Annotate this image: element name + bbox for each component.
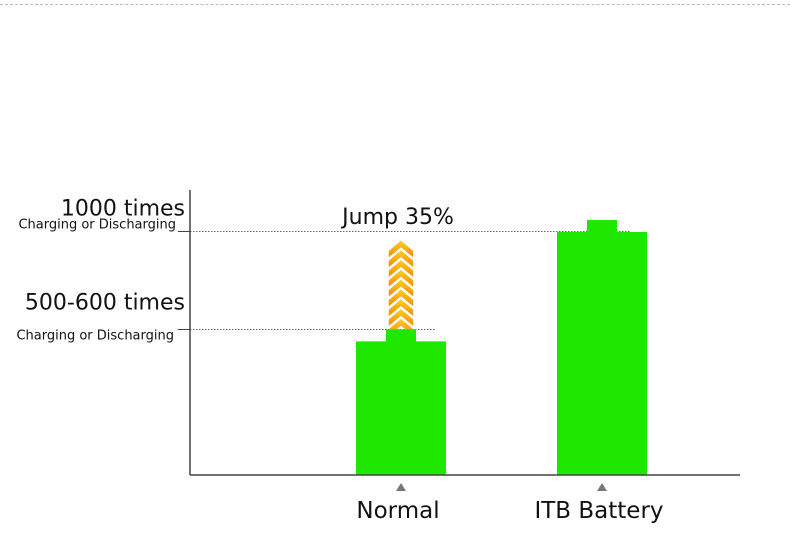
jump-arrow (388, 240, 414, 336)
chevron-up-icon (388, 270, 414, 287)
bar-cap-0 (386, 329, 416, 343)
y-level-sublabel-0: Charging or Discharging (16, 329, 174, 344)
bar-normal (356, 341, 446, 475)
chevron-up-icon (388, 289, 414, 307)
chevron-up-icon (388, 240, 414, 258)
bar-cap-1 (587, 220, 617, 233)
chevron-up-icon (388, 299, 414, 317)
category-label-1: ITB Battery (534, 498, 663, 524)
chevron-up-icon (388, 260, 414, 278)
chevron-up-icon (388, 309, 414, 327)
y-level-label-0: 500-600 times (25, 291, 185, 316)
jump-annotation: Jump 35% (340, 205, 454, 230)
y-level-label-1: 1000 times (61, 197, 185, 222)
category-label-0: Normal (356, 498, 439, 524)
top-dashed-border (0, 4, 790, 5)
bar-itb-battery (557, 232, 647, 475)
chevron-up-icon (388, 279, 414, 297)
y-level-sublabel-1: Charging or Discharging (18, 218, 176, 233)
category-marker-icon-0 (396, 483, 406, 491)
bars (356, 220, 647, 475)
axes (189, 190, 740, 476)
chevron-up-icon (388, 250, 414, 268)
category-labels: Normal ITB Battery (356, 483, 664, 524)
category-marker-icon-1 (597, 483, 607, 491)
